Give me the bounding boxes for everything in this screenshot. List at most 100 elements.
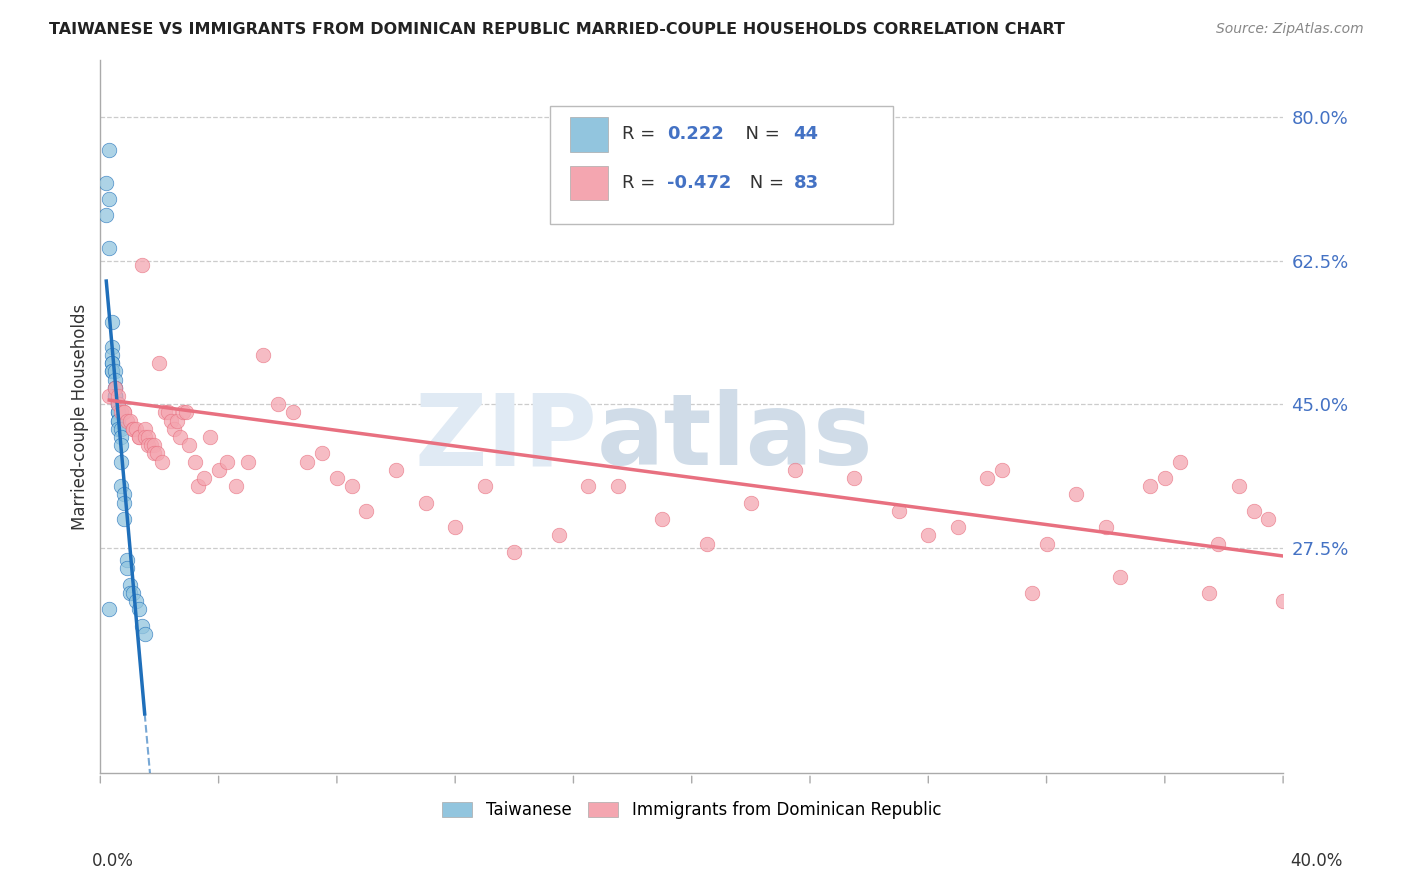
Point [107, 397, 129, 411]
Point [576, 479, 599, 493]
Point [1272, 594, 1295, 608]
Point [101, 348, 124, 362]
Point [385, 463, 408, 477]
Point [444, 520, 467, 534]
Point [177, 438, 200, 452]
Point [110, 430, 132, 444]
Point [169, 430, 191, 444]
Point [1168, 455, 1191, 469]
Point [311, 446, 333, 460]
Point [785, 463, 807, 477]
Text: 0.0%: 0.0% [91, 852, 134, 870]
FancyBboxPatch shape [569, 166, 607, 201]
Text: N =: N = [734, 126, 786, 144]
Point [136, 438, 159, 452]
Point [1243, 504, 1265, 518]
Point [118, 586, 141, 600]
Point [187, 479, 209, 493]
Point [1064, 487, 1087, 501]
Point [110, 455, 132, 469]
Point [98, 143, 121, 157]
Point [157, 405, 180, 419]
Point [1153, 471, 1175, 485]
Point [112, 405, 135, 419]
Point [115, 561, 138, 575]
Point [166, 414, 188, 428]
Point [118, 414, 141, 428]
Point [136, 430, 159, 444]
Point [160, 414, 183, 428]
Point [415, 496, 437, 510]
Point [98, 241, 121, 255]
Point [172, 405, 194, 419]
Point [110, 405, 132, 419]
Point [122, 586, 145, 600]
Point [107, 389, 129, 403]
Point [125, 594, 148, 608]
Point [134, 627, 156, 641]
Point [96, 176, 118, 190]
Point [118, 578, 141, 592]
Point [844, 471, 866, 485]
Point [104, 389, 127, 403]
Point [128, 602, 150, 616]
Point [155, 405, 177, 419]
Point [122, 422, 145, 436]
Point [198, 430, 221, 444]
Point [96, 209, 118, 223]
Point [110, 422, 132, 436]
Point [101, 315, 124, 329]
Point [174, 405, 197, 419]
Point [547, 528, 569, 542]
FancyBboxPatch shape [550, 106, 893, 224]
Text: Source: ZipAtlas.com: Source: ZipAtlas.com [1216, 22, 1364, 37]
Point [356, 504, 378, 518]
Point [101, 356, 124, 370]
Point [110, 479, 132, 493]
Text: 44: 44 [793, 126, 818, 144]
Point [110, 438, 132, 452]
Point [101, 364, 124, 378]
Point [107, 405, 129, 419]
Point [134, 422, 156, 436]
Point [1109, 569, 1132, 583]
Point [696, 537, 718, 551]
Point [104, 373, 127, 387]
Point [101, 356, 124, 370]
Point [101, 340, 124, 354]
Point [917, 528, 939, 542]
Point [112, 512, 135, 526]
Point [207, 463, 229, 477]
Text: 0.222: 0.222 [666, 126, 724, 144]
Point [122, 422, 145, 436]
Point [98, 389, 121, 403]
Point [976, 471, 998, 485]
Point [267, 397, 290, 411]
Point [104, 389, 127, 403]
Point [281, 405, 304, 419]
Point [112, 487, 135, 501]
Point [1206, 537, 1229, 551]
Point [112, 405, 135, 419]
Point [142, 438, 165, 452]
Point [134, 430, 156, 444]
Point [107, 414, 129, 428]
Point [1257, 512, 1279, 526]
Point [128, 430, 150, 444]
Point [139, 438, 162, 452]
Point [107, 414, 129, 428]
Point [651, 512, 673, 526]
Text: atlas: atlas [598, 390, 873, 486]
Point [217, 455, 239, 469]
Point [142, 446, 165, 460]
Y-axis label: Married-couple Households: Married-couple Households [72, 303, 89, 530]
Point [104, 381, 127, 395]
Point [1227, 479, 1250, 493]
Point [125, 422, 148, 436]
Text: R =: R = [621, 174, 661, 192]
Point [991, 463, 1014, 477]
Point [252, 348, 274, 362]
Point [184, 455, 207, 469]
Point [107, 422, 129, 436]
Point [98, 192, 121, 206]
